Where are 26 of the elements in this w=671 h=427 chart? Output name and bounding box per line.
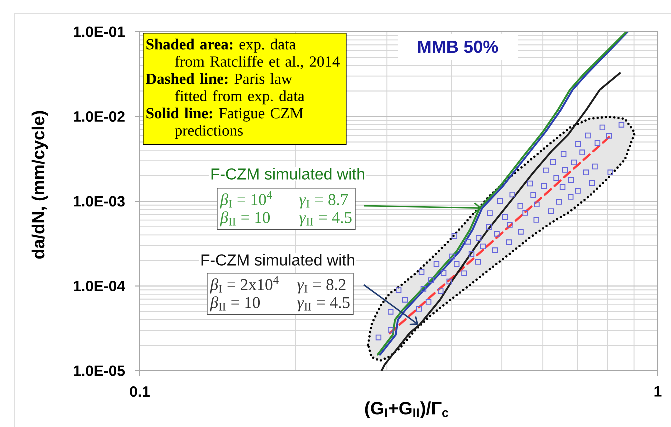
annotation: predictions — [175, 125, 243, 140]
annotation: γ$_{I}$ = 8.7 — [300, 194, 348, 209]
chart-title: MMB 50% — [418, 40, 498, 54]
y-tick-label: 1.0E-05 — [74, 366, 126, 376]
y-tick-label: 1.0E-04 — [74, 280, 126, 292]
annotation: γ$_{I}$ = 8.2 — [298, 279, 346, 294]
x-tick-label: 1 — [654, 386, 662, 397]
y-tick-label: 1.0E-01 — [74, 26, 126, 38]
x-tick-label: 0.1 — [130, 386, 150, 398]
annotation: Shaded area: exp. data — [146, 38, 296, 53]
annotation: β$_{II}$ = 10 — [210, 296, 260, 312]
annotation: γ$_{II}$ = 4.5 — [298, 297, 350, 312]
annotation: F-CZM simulated with — [202, 254, 354, 266]
annotation: Dashed line: Paris law — [146, 73, 293, 84]
annotation: γ$_{II}$ = 4.5 — [300, 212, 352, 227]
y-tick-label: 1.0E-03 — [74, 196, 125, 207]
x-axis-title: (G$_{I}$+G$_{II}$)/Γ$_{c}$ — [365, 402, 449, 418]
annotation: fitted from exp. data — [175, 90, 305, 105]
annotation: β$_{I}$ = 10$^{4}$ — [220, 191, 272, 209]
annotation: F-CZM simulated with — [212, 168, 364, 180]
annotation: from Ratcliffe et al., 2014 — [175, 56, 340, 70]
annotation: β$_{I}$ = 2x10$^{4}$ — [210, 276, 279, 294]
y-tick-label: 1.0E-02 — [74, 111, 125, 122]
y-axis-title: da/dN, (mm/cycle) — [32, 111, 48, 259]
annotation: Solid line: Fatigue CZM — [146, 108, 304, 122]
annotation: β$_{II}$ = 10 — [220, 212, 270, 227]
